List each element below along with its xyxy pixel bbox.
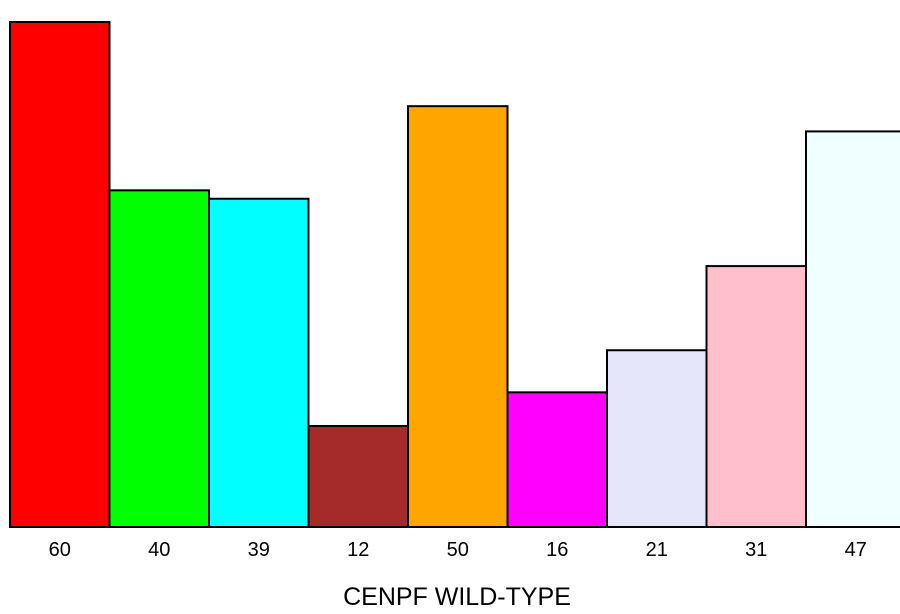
x-tick-label: 12 bbox=[347, 539, 369, 561]
bar-16 bbox=[506, 391, 608, 529]
bar-60 bbox=[9, 21, 111, 528]
bar-21 bbox=[606, 349, 708, 528]
bar-39 bbox=[208, 197, 310, 528]
x-tick-label: 39 bbox=[248, 539, 270, 561]
x-tick-label: 21 bbox=[646, 539, 668, 561]
tick-labels-group: 60 40 39 12 50 16 21 31 47 bbox=[49, 539, 867, 561]
x-axis-title: CENPF WILD-TYPE bbox=[343, 583, 571, 611]
bar-47 bbox=[805, 130, 900, 529]
x-tick-label: 47 bbox=[845, 539, 867, 561]
bar-12 bbox=[307, 425, 409, 528]
x-tick-label: 50 bbox=[447, 539, 469, 561]
bar-50 bbox=[407, 105, 509, 529]
x-tick-label: 60 bbox=[49, 539, 71, 561]
bars-group bbox=[9, 21, 900, 529]
x-tick-label: 31 bbox=[745, 539, 767, 561]
bar-40 bbox=[108, 189, 210, 528]
bar-31 bbox=[705, 265, 807, 528]
x-tick-label: 40 bbox=[148, 539, 170, 561]
x-tick-label: 16 bbox=[546, 539, 568, 561]
